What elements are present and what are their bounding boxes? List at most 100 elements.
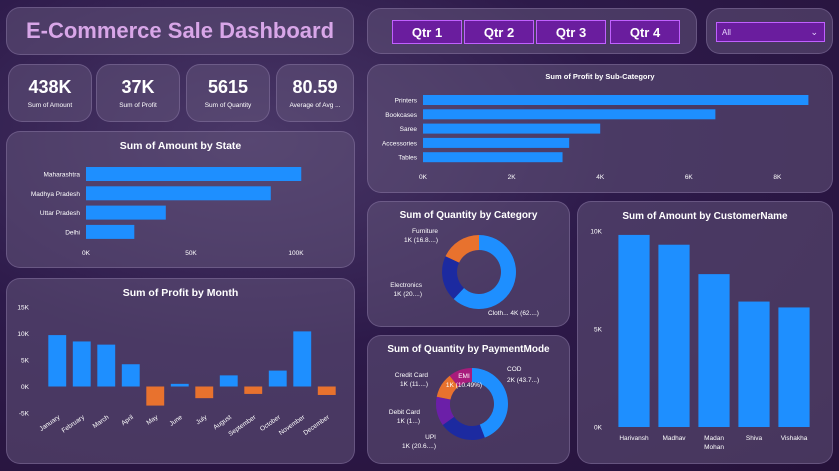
bar[interactable] [423,152,563,163]
y-tick-label: 15K [17,305,29,312]
x-tick-label: Harivansh [619,435,649,442]
data-label: 2K (43.7...) [507,377,539,384]
bar[interactable] [423,137,570,148]
x-tick-label: December [302,413,331,436]
donut-slice[interactable] [453,235,516,309]
title-card: E-Commerce Sale Dashboard [6,7,354,55]
donut-slice[interactable] [445,235,479,263]
bar[interactable] [121,364,140,387]
bar[interactable] [738,301,770,427]
data-label: Credit Card [395,372,429,379]
data-label: Debit Card [389,409,420,416]
chart-title: Sum of Amount by CustomerName [622,211,788,222]
bar[interactable] [170,383,189,387]
donut-slice[interactable] [436,375,459,400]
bar[interactable] [244,386,263,394]
bar[interactable] [698,274,730,427]
x-tick-label: 6K [685,174,694,181]
qtr-2-button[interactable]: Qtr 2 [464,20,534,44]
bar[interactable] [317,386,336,395]
category-donut-chart: Cloth... 4K (62....) Electronics 1K (20...… [390,228,539,317]
bar[interactable] [146,386,165,406]
category-label: Uttar Pradesh [40,210,80,217]
data-label: COD [507,366,522,373]
qtr-4-button[interactable]: Qtr 4 [610,20,680,44]
bar[interactable] [86,167,302,181]
page-title: E-Commerce Sale Dashboard [25,18,335,43]
x-tick-label: March [92,414,111,430]
bar[interactable] [423,109,716,120]
bar[interactable] [86,205,166,220]
bar[interactable] [618,234,650,427]
bar[interactable] [86,224,135,239]
data-label: UPI [425,434,436,441]
state-bar-chart: Maharashtra Madhya Pradesh Uttar Pradesh De… [31,167,304,257]
x-tick-label: September [227,413,258,437]
bar[interactable] [778,307,810,427]
chevron-down-icon[interactable]: ⌄ [810,26,818,37]
x-tick-label: January [38,413,62,432]
qtr-3-button[interactable]: Qtr 3 [536,20,606,44]
category-label: Accessories [382,140,418,147]
y-tick-label: 0K [21,384,30,391]
quantity-by-paymentmode-card: Sum of Quantity by PaymentMode COD 2K (43… [367,335,570,464]
kpi-label: Average of Avg ... [289,102,341,109]
qtr-1-button[interactable]: Qtr 1 [392,20,462,44]
customer-bar-chart: 0K 5K 10K Harivansh Madhav Madan Mohan Shiva Vis… [590,229,810,451]
filter-dropdown[interactable]: All ⌄ [716,22,825,42]
y-tick-label: 10K [590,229,602,236]
amount-by-customer-card: Sum of Amount by CustomerName 0K 5K 10K Har… [577,201,833,464]
bar[interactable] [72,341,91,387]
bar[interactable] [423,95,809,105]
bar[interactable] [293,331,312,387]
bar[interactable] [423,123,601,134]
data-label: Cloth... 4K (62....) [488,310,539,317]
kpi-card-quantity: 5615 Sum of Quantity [186,64,270,122]
x-tick-label: Vishakha [781,435,808,442]
donut-slice[interactable] [436,396,455,425]
filter-dropdown-value: All [722,27,731,37]
kpi-value: 5615 [207,77,249,97]
category-label: Tables [398,155,418,162]
x-tick-label: February [61,413,87,434]
chart-title: Sum of Quantity by PaymentMode [387,344,550,355]
data-label: Furniture [412,228,438,235]
kpi-value: 438K [28,77,72,97]
category-label: Madhya Pradesh [31,191,81,198]
bar[interactable] [97,344,116,387]
data-label: 1K (20....) [393,291,422,298]
dropdown-slicer-card: All ⌄ [706,8,833,54]
bar[interactable] [195,386,214,399]
data-label: EMI [458,373,470,380]
kpi-card-amount: 438K Sum of Amount [8,64,92,122]
quarter-slicer-card: Qtr 1 Qtr 2 Qtr 3 Qtr 4 [367,8,697,54]
bar[interactable] [219,375,238,387]
donut-slice[interactable] [449,368,472,387]
y-tick-label: 0K [594,425,603,432]
x-tick-label: 4K [596,174,605,181]
category-label: Maharashtra [44,172,81,179]
data-label: 1K (20.6....) [402,443,436,450]
donut-slice[interactable] [472,368,508,438]
y-tick-label: 5K [21,358,30,365]
kpi-value: 37K [121,77,155,97]
chart-title: Sum of Profit by Month [122,287,239,299]
category-label: Saree [400,126,418,133]
month-bar-chart: -5K 0K 5K 10K 15K January February March April Ma… [17,305,336,438]
kpi-card-profit: 37K Sum of Profit [96,64,180,122]
chart-title: Sum of Amount by State [119,140,242,152]
x-tick-label: July [195,413,209,426]
bar[interactable] [48,335,67,387]
profit-by-month-card: Sum of Profit by Month -5K 0K 5K 10K 15K Janu… [6,278,355,464]
bar[interactable] [268,370,287,387]
bar[interactable] [658,244,690,427]
kpi-label: Sum of Amount [27,102,73,109]
amount-by-state-card: Sum of Amount by State Maharashtra Madhya… [6,131,355,268]
y-tick-label: 10K [17,331,29,338]
donut-slice[interactable] [442,256,464,299]
kpi-label: Sum of Profit [119,102,157,109]
donut-slice[interactable] [442,416,485,440]
x-tick-label: 2K [508,174,517,181]
kpi-label: Sum of Quantity [204,102,252,109]
bar[interactable] [86,186,271,201]
